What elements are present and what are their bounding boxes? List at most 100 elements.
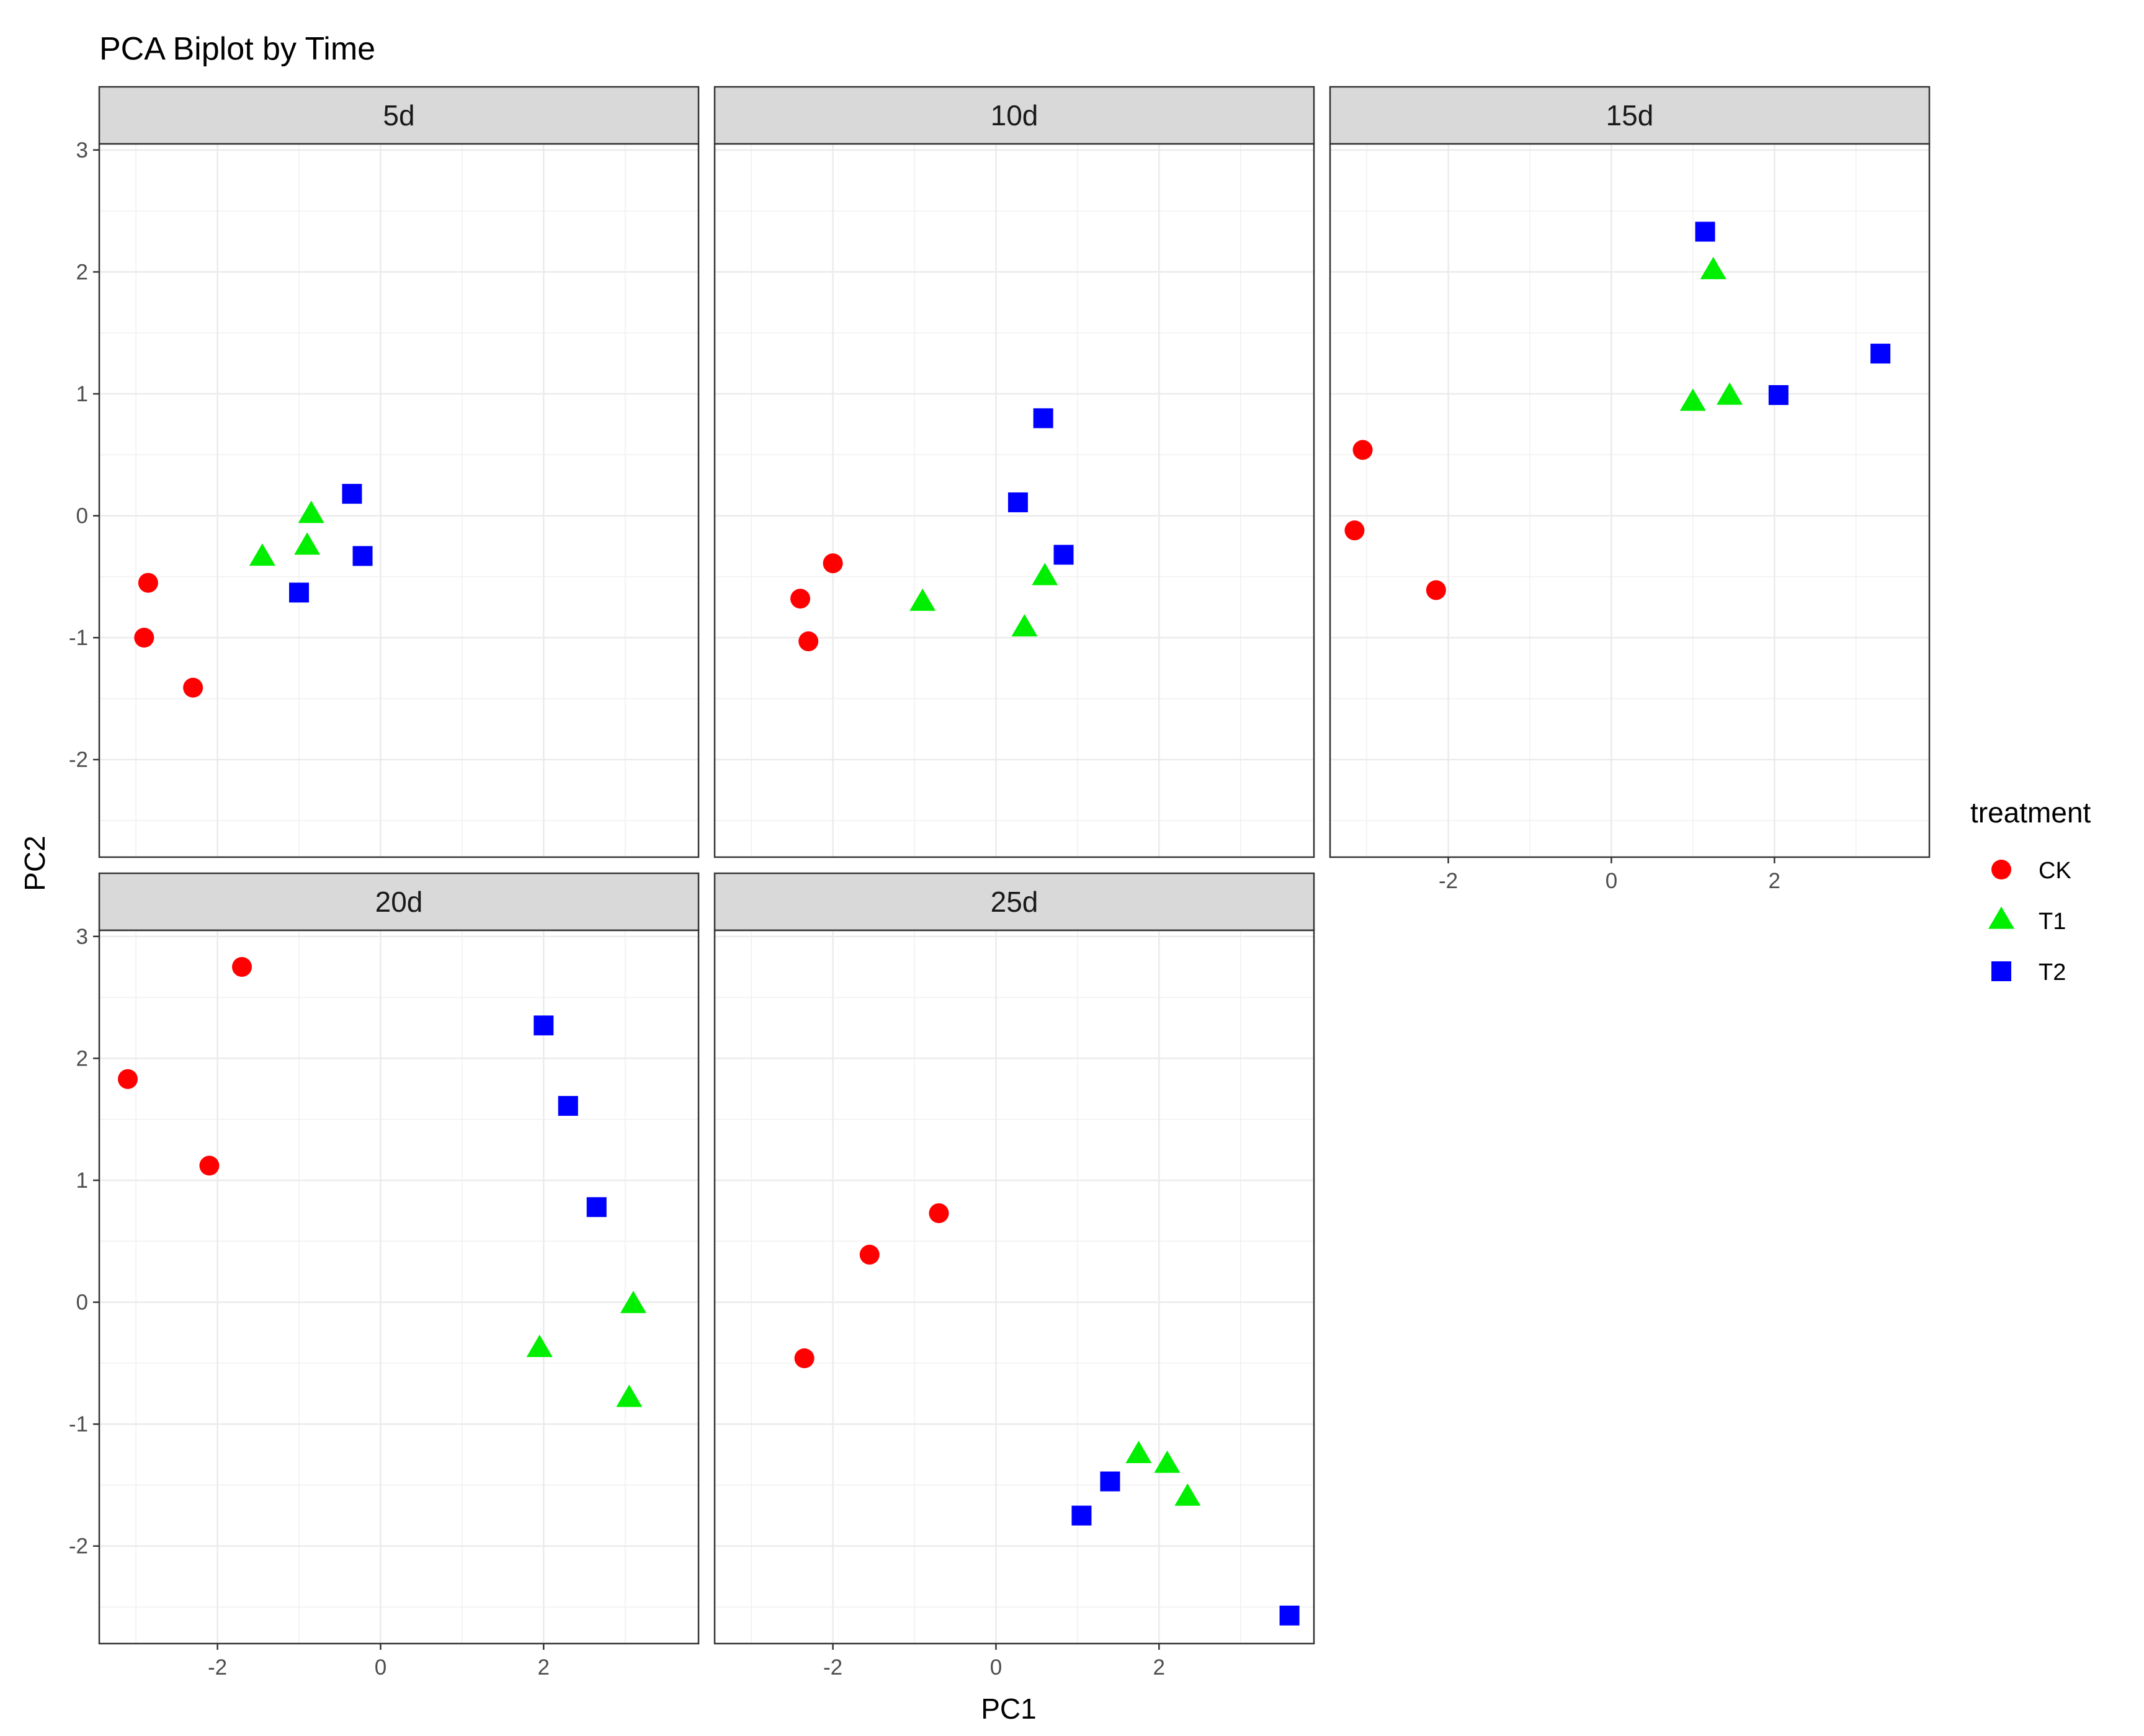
x-axis-title: PC1 [981,1693,1036,1725]
panel-border [713,143,1315,858]
legend-title: treatment [1970,796,2091,829]
data-point-t1 [1154,1450,1181,1473]
legend-key-ck [1991,860,2011,879]
data-point-ck [929,1203,949,1224]
chart-title: PCA Biplot by Time [99,31,375,67]
facet-strip [713,86,1315,145]
legend-label-t1: T1 [2039,909,2066,935]
data-point-t2 [1071,1505,1092,1526]
y-tick-label: 1 [76,1168,88,1193]
data-point-ck [1352,440,1373,460]
data-point-ck [199,1155,220,1176]
x-tick-label: 0 [990,1655,1002,1680]
data-point-ck [1344,520,1365,541]
data-point-ck [1426,580,1446,600]
facet-panels: 5d -2 -1 0 1 2 3 10d 15d -2 0 2 20d -2 -1 0 1 2 3 -2 0 2 25d -2… [69,86,1931,1680]
data-point-t1 [620,1291,646,1314]
facet-panel-5d: 5d -2 -1 0 1 2 3 [69,86,700,858]
data-point-ck [183,677,203,698]
panel-background [99,930,699,1644]
data-point-t1 [249,543,275,566]
x-tick-label: -2 [1439,869,1458,893]
data-point-t1 [294,532,321,555]
data-point-t2 [1870,344,1891,364]
facet-strip-label: 25d [991,886,1038,918]
data-point-t2 [534,1015,554,1036]
y-tick-label: -2 [69,748,88,772]
data-point-ck [794,1348,815,1368]
y-tick-label: -2 [69,1534,88,1559]
y-tick-label: 3 [76,138,88,162]
y-tick-label: 1 [76,382,88,406]
panel-border [1329,143,1931,858]
data-point-ck [118,1069,138,1089]
data-point-ck [823,553,843,574]
data-point-ck [138,572,158,593]
data-point-t2 [1007,492,1028,512]
y-tick-label: -1 [69,626,88,650]
data-point-t2 [1053,545,1074,565]
y-axis-title: PC2 [19,835,51,891]
data-point-t1 [1174,1483,1201,1506]
data-point-t2 [289,582,309,603]
data-point-t2 [1768,385,1789,405]
data-point-t1 [1717,382,1743,405]
data-point-t2 [342,484,362,504]
x-tick-label: 0 [375,1655,386,1680]
x-tick-label: 0 [1606,869,1617,893]
legend-label-ck: CK [2039,858,2071,884]
facet-strip-label: 5d [383,99,414,131]
data-point-ck [232,956,252,977]
facet-panel-20d: 20d -2 -1 0 1 2 3 -2 0 2 [69,872,700,1680]
legend-entry-t2: T2 [1991,959,2066,986]
panel-background [99,144,699,857]
panel-background [1330,144,1929,857]
x-tick-label: 2 [1153,1655,1165,1680]
y-tick-label: -1 [69,1412,88,1436]
y-tick-label: 0 [76,1291,88,1315]
x-tick-label: -2 [208,1655,227,1680]
facet-strip-label: 15d [1606,99,1654,131]
data-point-t2 [1033,408,1053,429]
data-point-t2 [1695,221,1715,242]
data-point-t1 [909,588,936,611]
data-point-t2 [1100,1471,1120,1492]
facet-panel-25d: 25d -2 0 2 [713,872,1315,1680]
legend-key-t2 [1991,961,2011,981]
y-tick-label: 0 [76,504,88,528]
data-point-t2 [558,1096,578,1116]
data-point-t2 [586,1197,607,1217]
facet-panel-10d: 10d [713,86,1315,858]
data-point-t1 [1700,257,1726,280]
facet-strip [98,86,700,145]
data-point-ck [790,589,810,609]
data-point-t2 [352,546,373,566]
y-tick-label: 2 [76,260,88,284]
panel-border [98,929,700,1645]
facet-panel-15d: 15d -2 0 2 [1329,86,1931,893]
facet-strip-label: 10d [991,99,1038,131]
facet-strip-label: 20d [375,886,423,918]
data-point-t1 [1032,563,1058,585]
data-point-t1 [298,501,324,523]
data-point-t1 [1125,1440,1152,1463]
panel-border [98,143,700,858]
data-point-t1 [1679,388,1706,411]
facet-strip [98,872,700,932]
data-point-ck [798,631,819,652]
facet-strip [1329,86,1931,145]
data-point-t1 [526,1334,553,1357]
data-point-t1 [1011,614,1038,637]
data-point-ck [859,1244,880,1265]
x-tick-label: -2 [823,1655,842,1680]
data-point-t2 [1279,1605,1300,1626]
panel-border [713,929,1315,1645]
legend-key-t1 [1988,906,2014,929]
x-tick-label: 2 [538,1655,550,1680]
legend-entry-t1: T1 [1988,906,2066,935]
data-point-t1 [616,1384,643,1407]
legend-entry-ck: CK [1991,858,2071,884]
legend-label-t2: T2 [2039,959,2066,986]
data-point-ck [134,628,154,648]
